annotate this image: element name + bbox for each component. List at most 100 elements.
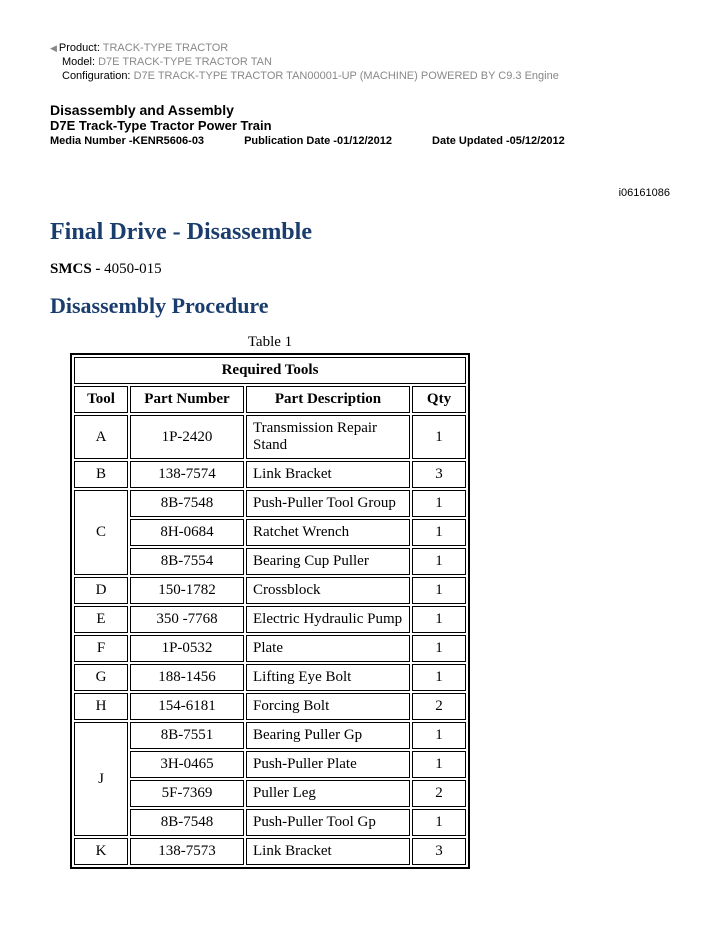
doc-id: i06161086 bbox=[50, 187, 670, 199]
cell-tool: J bbox=[74, 722, 128, 836]
cell-part: 8H-0684 bbox=[130, 519, 244, 546]
section-title: Disassembly and Assembly bbox=[50, 102, 670, 118]
cell-desc: Bearing Cup Puller bbox=[246, 548, 410, 575]
cell-tool: G bbox=[74, 664, 128, 691]
table-row: D150-1782Crossblock1 bbox=[74, 577, 466, 604]
col-tool: Tool bbox=[74, 386, 128, 413]
cell-tool: A bbox=[74, 415, 128, 459]
cell-part: 8B-7548 bbox=[130, 809, 244, 836]
cell-qty: 2 bbox=[412, 780, 466, 807]
cell-desc: Lifting Eye Bolt bbox=[246, 664, 410, 691]
table-title-row: Required Tools bbox=[74, 357, 466, 384]
meta-model-value: D7E TRACK-TYPE TRACTOR TAN bbox=[98, 56, 272, 68]
col-desc: Part Description bbox=[246, 386, 410, 413]
smcs-value: 4050-015 bbox=[104, 261, 162, 277]
cell-qty: 1 bbox=[412, 722, 466, 749]
table-row: H154-6181Forcing Bolt2 bbox=[74, 693, 466, 720]
table-row: 5F-7369Puller Leg2 bbox=[74, 780, 466, 807]
cell-qty: 2 bbox=[412, 693, 466, 720]
meta-model-label: Model: bbox=[62, 56, 95, 68]
cell-qty: 1 bbox=[412, 809, 466, 836]
table-row: J8B-7551Bearing Puller Gp1 bbox=[74, 722, 466, 749]
cell-part: 1P-2420 bbox=[130, 415, 244, 459]
table-row: K138-7573Link Bracket3 bbox=[74, 838, 466, 865]
cell-part: 138-7574 bbox=[130, 461, 244, 488]
cell-desc: Bearing Puller Gp bbox=[246, 722, 410, 749]
cell-part: 138-7573 bbox=[130, 838, 244, 865]
date-updated: Date Updated -05/12/2012 bbox=[432, 135, 565, 147]
cell-part: 350 -7768 bbox=[130, 606, 244, 633]
cell-tool: C bbox=[74, 490, 128, 575]
table-row: G188-1456Lifting Eye Bolt1 bbox=[74, 664, 466, 691]
table-row: B138-7574Link Bracket3 bbox=[74, 461, 466, 488]
cell-desc: Crossblock bbox=[246, 577, 410, 604]
table-row: E350 -7768Electric Hydraulic Pump1 bbox=[74, 606, 466, 633]
meta-config: Configuration: D7E TRACK-TYPE TRACTOR TA… bbox=[50, 70, 670, 82]
section-sub: D7E Track-Type Tractor Power Train bbox=[50, 118, 670, 133]
cell-qty: 1 bbox=[412, 548, 466, 575]
cell-part: 8B-7554 bbox=[130, 548, 244, 575]
media-number: Media Number -KENR5606-03 bbox=[50, 135, 204, 147]
cell-tool: K bbox=[74, 838, 128, 865]
cell-qty: 3 bbox=[412, 461, 466, 488]
cell-desc: Transmission Repair Stand bbox=[246, 415, 410, 459]
meta-config-label: Configuration: bbox=[62, 70, 131, 82]
meta-model: Model: D7E TRACK-TYPE TRACTOR TAN bbox=[50, 56, 670, 68]
smcs-label: SMCS - bbox=[50, 261, 104, 277]
cell-qty: 1 bbox=[412, 606, 466, 633]
cell-part: 8B-7551 bbox=[130, 722, 244, 749]
cell-qty: 1 bbox=[412, 415, 466, 459]
meta-product-label: Product: bbox=[59, 42, 100, 54]
cell-tool: B bbox=[74, 461, 128, 488]
meta-config-value: D7E TRACK-TYPE TRACTOR TAN00001-UP (MACH… bbox=[134, 70, 559, 82]
cell-desc: Puller Leg bbox=[246, 780, 410, 807]
back-icon: ◀ bbox=[50, 43, 57, 53]
cell-desc: Electric Hydraulic Pump bbox=[246, 606, 410, 633]
meta-product-value: TRACK-TYPE TRACTOR bbox=[103, 42, 229, 54]
cell-part: 188-1456 bbox=[130, 664, 244, 691]
col-part: Part Number bbox=[130, 386, 244, 413]
cell-desc: Link Bracket bbox=[246, 461, 410, 488]
table-row: 8H-0684Ratchet Wrench1 bbox=[74, 519, 466, 546]
meta-product: ◀Product: TRACK-TYPE TRACTOR bbox=[50, 42, 670, 54]
cell-tool: F bbox=[74, 635, 128, 662]
table-title: Required Tools bbox=[74, 357, 466, 384]
cell-tool: E bbox=[74, 606, 128, 633]
cell-part: 8B-7548 bbox=[130, 490, 244, 517]
table-row: 8B-7554Bearing Cup Puller1 bbox=[74, 548, 466, 575]
col-qty: Qty bbox=[412, 386, 466, 413]
table-header-row: Tool Part Number Part Description Qty bbox=[74, 386, 466, 413]
cell-desc: Ratchet Wrench bbox=[246, 519, 410, 546]
cell-desc: Link Bracket bbox=[246, 838, 410, 865]
tools-table: Required Tools Tool Part Number Part Des… bbox=[70, 353, 470, 869]
cell-part: 150-1782 bbox=[130, 577, 244, 604]
table-row: 3H-0465Push-Puller Plate1 bbox=[74, 751, 466, 778]
table-row: A1P-2420Transmission Repair Stand1 bbox=[74, 415, 466, 459]
cell-part: 1P-0532 bbox=[130, 635, 244, 662]
cell-desc: Plate bbox=[246, 635, 410, 662]
cell-desc: Push-Puller Tool Group bbox=[246, 490, 410, 517]
cell-tool: D bbox=[74, 577, 128, 604]
cell-qty: 1 bbox=[412, 490, 466, 517]
cell-qty: 3 bbox=[412, 838, 466, 865]
cell-desc: Push-Puller Plate bbox=[246, 751, 410, 778]
table-caption: Table 1 bbox=[70, 334, 470, 351]
cell-desc: Forcing Bolt bbox=[246, 693, 410, 720]
procedure-heading: Disassembly Procedure bbox=[50, 293, 670, 319]
cell-qty: 1 bbox=[412, 751, 466, 778]
cell-qty: 1 bbox=[412, 664, 466, 691]
cell-part: 5F-7369 bbox=[130, 780, 244, 807]
cell-qty: 1 bbox=[412, 635, 466, 662]
smcs-line: SMCS - 4050-015 bbox=[50, 261, 670, 278]
table-row: 8B-7548Push-Puller Tool Gp1 bbox=[74, 809, 466, 836]
info-row: Media Number -KENR5606-03 Publication Da… bbox=[50, 135, 670, 147]
cell-qty: 1 bbox=[412, 577, 466, 604]
cell-part: 154-6181 bbox=[130, 693, 244, 720]
page-title: Final Drive - Disassemble bbox=[50, 219, 670, 246]
cell-part: 3H-0465 bbox=[130, 751, 244, 778]
table-row: C8B-7548Push-Puller Tool Group1 bbox=[74, 490, 466, 517]
table-row: F1P-0532Plate1 bbox=[74, 635, 466, 662]
cell-qty: 1 bbox=[412, 519, 466, 546]
cell-tool: H bbox=[74, 693, 128, 720]
publication-date: Publication Date -01/12/2012 bbox=[244, 135, 392, 147]
